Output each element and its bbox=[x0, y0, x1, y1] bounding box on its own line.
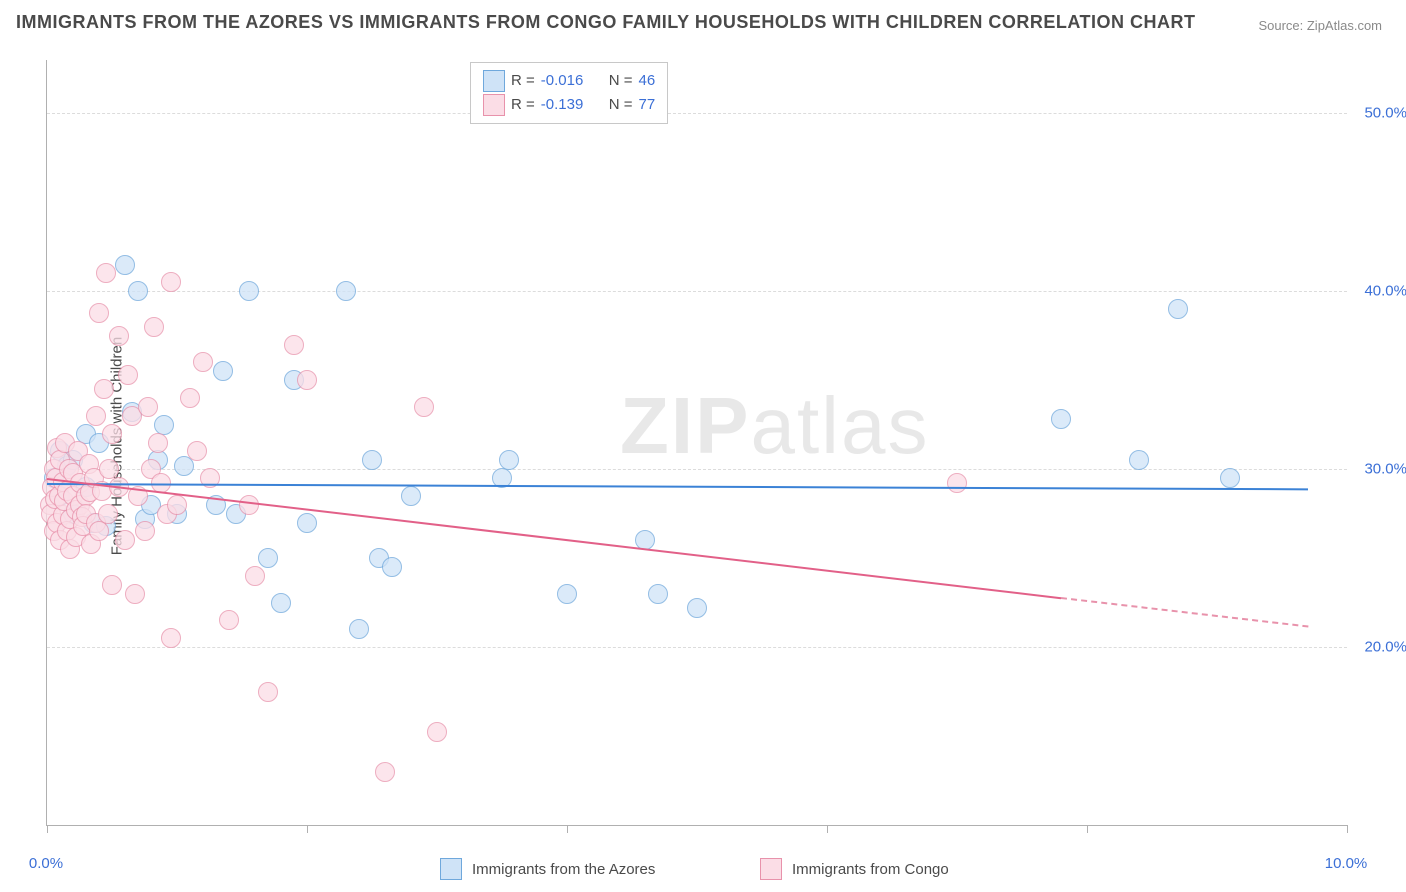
scatter-point bbox=[161, 272, 181, 292]
trend-line-extrap bbox=[1061, 597, 1308, 627]
scatter-point bbox=[947, 473, 967, 493]
scatter-point bbox=[258, 682, 278, 702]
scatter-point bbox=[1051, 409, 1071, 429]
gridline bbox=[47, 647, 1347, 648]
legend-swatch bbox=[483, 70, 505, 92]
x-tick-label: 10.0% bbox=[1325, 855, 1368, 872]
scatter-point bbox=[375, 762, 395, 782]
gridline bbox=[47, 469, 1347, 470]
scatter-point bbox=[1220, 468, 1240, 488]
r-value: -0.016 bbox=[541, 69, 595, 93]
stats-legend-row: R =-0.016 N =46 bbox=[483, 69, 655, 93]
x-tick bbox=[567, 825, 568, 833]
scatter-point bbox=[239, 495, 259, 515]
scatter-point bbox=[427, 722, 447, 742]
scatter-point bbox=[648, 584, 668, 604]
scatter-point bbox=[336, 281, 356, 301]
scatter-point bbox=[297, 513, 317, 533]
scatter-point bbox=[125, 584, 145, 604]
scatter-point bbox=[1129, 450, 1149, 470]
y-tick-label: 20.0% bbox=[1352, 639, 1406, 656]
scatter-point bbox=[98, 504, 118, 524]
scatter-point bbox=[557, 584, 577, 604]
scatter-point bbox=[89, 521, 109, 541]
n-label: N = bbox=[609, 69, 633, 93]
scatter-point bbox=[148, 433, 168, 453]
scatter-point bbox=[297, 370, 317, 390]
swatch-blue bbox=[440, 858, 462, 880]
scatter-point bbox=[239, 281, 259, 301]
n-value: 46 bbox=[639, 69, 656, 93]
y-tick-label: 40.0% bbox=[1352, 283, 1406, 300]
scatter-point bbox=[102, 575, 122, 595]
r-label: R = bbox=[511, 93, 535, 117]
scatter-point bbox=[115, 255, 135, 275]
r-label: R = bbox=[511, 69, 535, 93]
r-value: -0.139 bbox=[541, 93, 595, 117]
scatter-point bbox=[213, 361, 233, 381]
scatter-point bbox=[86, 406, 106, 426]
gridline bbox=[47, 113, 1347, 114]
scatter-point bbox=[193, 352, 213, 372]
scatter-point bbox=[89, 303, 109, 323]
bottom-legend-2: Immigrants from Congo bbox=[760, 858, 949, 880]
scatter-point bbox=[94, 379, 114, 399]
x-tick bbox=[47, 825, 48, 833]
scatter-point bbox=[349, 619, 369, 639]
scatter-point bbox=[128, 281, 148, 301]
scatter-point bbox=[118, 365, 138, 385]
scatter-point bbox=[180, 388, 200, 408]
scatter-point bbox=[362, 450, 382, 470]
scatter-point bbox=[167, 495, 187, 515]
bottom-legend-1: Immigrants from the Azores bbox=[440, 858, 655, 880]
scatter-point bbox=[284, 335, 304, 355]
bottom-legend-label-1: Immigrants from the Azores bbox=[472, 861, 655, 878]
scatter-point bbox=[401, 486, 421, 506]
plot-area: 20.0%30.0%40.0%50.0% bbox=[46, 60, 1347, 826]
scatter-point bbox=[138, 397, 158, 417]
scatter-point bbox=[245, 566, 265, 586]
scatter-point bbox=[271, 593, 291, 613]
source-label: Source: ZipAtlas.com bbox=[1258, 18, 1382, 33]
scatter-point bbox=[258, 548, 278, 568]
scatter-point bbox=[499, 450, 519, 470]
n-value: 77 bbox=[639, 93, 656, 117]
trend-line bbox=[47, 478, 1061, 599]
scatter-point bbox=[382, 557, 402, 577]
chart-title: IMMIGRANTS FROM THE AZORES VS IMMIGRANTS… bbox=[16, 12, 1195, 33]
scatter-point bbox=[96, 263, 116, 283]
legend-swatch bbox=[483, 94, 505, 116]
stats-legend-row: R =-0.139 N =77 bbox=[483, 93, 655, 117]
scatter-point bbox=[219, 610, 239, 630]
x-tick bbox=[1087, 825, 1088, 833]
y-tick-label: 30.0% bbox=[1352, 461, 1406, 478]
scatter-point bbox=[109, 326, 129, 346]
x-tick bbox=[827, 825, 828, 833]
scatter-point bbox=[187, 441, 207, 461]
n-label: N = bbox=[609, 93, 633, 117]
x-tick bbox=[307, 825, 308, 833]
x-tick-label: 0.0% bbox=[29, 855, 63, 872]
trend-line bbox=[47, 483, 1308, 490]
y-tick-label: 50.0% bbox=[1352, 105, 1406, 122]
scatter-point bbox=[1168, 299, 1188, 319]
scatter-point bbox=[687, 598, 707, 618]
scatter-point bbox=[115, 530, 135, 550]
x-tick bbox=[1347, 825, 1348, 833]
scatter-point bbox=[161, 628, 181, 648]
scatter-point bbox=[414, 397, 434, 417]
stats-legend: R =-0.016 N =46 R =-0.139 N =77 bbox=[470, 62, 668, 124]
scatter-point bbox=[135, 521, 155, 541]
scatter-point bbox=[144, 317, 164, 337]
swatch-pink bbox=[760, 858, 782, 880]
scatter-point bbox=[102, 424, 122, 444]
bottom-legend-label-2: Immigrants from Congo bbox=[792, 861, 949, 878]
